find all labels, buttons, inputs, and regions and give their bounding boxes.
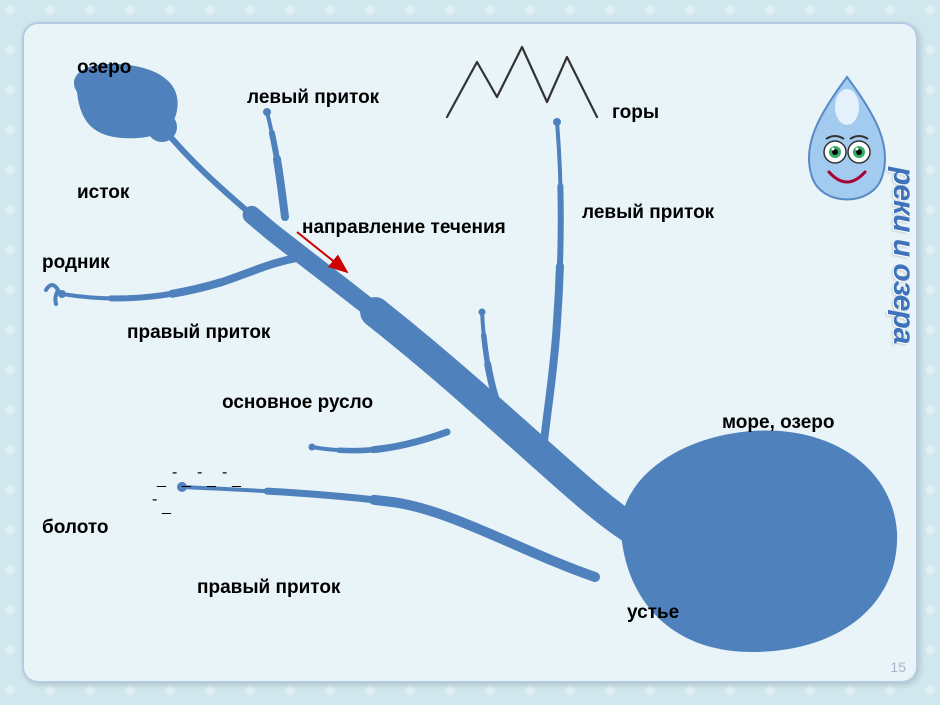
label-source: исток: [77, 182, 129, 204]
content-panel: _-_-_-_-_: [22, 22, 918, 683]
label-right-trib-1: правый приток: [127, 322, 270, 344]
mountains-icon: [447, 47, 597, 117]
river-diagram: _-_-_-_-_: [22, 22, 918, 683]
svg-text:_: _: [231, 471, 242, 488]
label-left-trib-1: левый приток: [247, 87, 379, 109]
label-swamp: болото: [42, 517, 108, 539]
label-mouth: устье: [627, 602, 679, 624]
svg-text:-: -: [222, 464, 227, 481]
side-title: реки и озера: [880, 167, 920, 347]
svg-text:_: _: [181, 471, 192, 488]
water-drop-icon: [809, 77, 885, 200]
label-lake: озеро: [77, 57, 131, 79]
svg-text:_: _: [156, 471, 167, 488]
label-mountains: горы: [612, 102, 659, 124]
label-main-channel: основное русло: [222, 392, 373, 414]
svg-text:-: -: [152, 491, 157, 508]
label-right-trib-2: правый приток: [197, 577, 340, 599]
spring-icon: [46, 285, 58, 304]
river-network: [62, 112, 640, 577]
label-spring: родник: [42, 252, 110, 274]
svg-text:-: -: [172, 464, 177, 481]
label-sea-lake: море, озеро: [722, 412, 834, 434]
slide-background: _-_-_-_-_: [0, 0, 940, 705]
label-flow-dir: направление течения: [302, 217, 506, 239]
svg-text:-: -: [197, 464, 202, 481]
slide-number: 15: [890, 659, 906, 675]
label-left-trib-2: левый приток: [582, 202, 714, 224]
svg-text:_: _: [206, 471, 217, 488]
svg-text:_: _: [161, 498, 172, 515]
